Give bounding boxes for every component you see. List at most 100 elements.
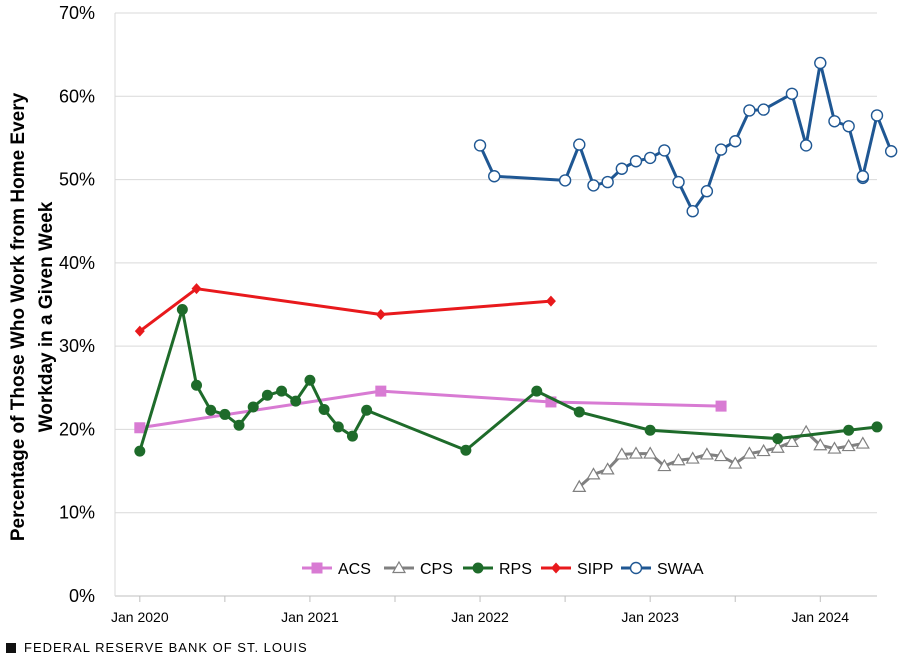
- data-point-cps: [784, 434, 799, 448]
- data-point-cps: [671, 453, 686, 466]
- data-point-rps: [460, 444, 472, 456]
- y-axis-label-line-1: Percentage of Those Who Work from Home E…: [8, 92, 29, 541]
- data-point-cps: [714, 448, 729, 462]
- legend-marker-cps: [391, 560, 407, 574]
- series-line-swaa: [478, 61, 893, 213]
- data-point-cps: [813, 438, 828, 451]
- series-sipp: [134, 283, 556, 337]
- data-point-cps: [643, 446, 658, 459]
- data-point-rps: [233, 419, 245, 431]
- data-point-rps: [843, 424, 855, 436]
- data-point-swaa: [856, 170, 870, 183]
- data-point-cps: [770, 440, 785, 453]
- legend-label-acs: ACS: [338, 561, 371, 578]
- data-point-rps: [644, 424, 656, 436]
- data-point-rps: [772, 433, 784, 445]
- data-point-cps: [756, 443, 771, 457]
- data-point-rps: [361, 404, 373, 416]
- data-point-cps: [855, 436, 870, 449]
- data-point-rps: [261, 389, 273, 401]
- series-line-acs: [139, 389, 722, 430]
- data-point-swaa: [729, 135, 742, 148]
- source-footer: FEDERAL RESERVE BANK OF ST. LOUIS: [6, 640, 308, 655]
- data-point-swaa: [686, 205, 699, 218]
- data-point-swaa: [643, 151, 657, 165]
- y-tick-label: 30%: [59, 336, 95, 356]
- data-point-swaa: [842, 120, 855, 133]
- data-point-rps: [176, 303, 188, 315]
- data-point-sipp: [191, 283, 202, 295]
- x-tick-label: Jan 2020: [111, 609, 169, 625]
- data-point-cps: [586, 467, 601, 480]
- data-point-cps: [742, 446, 757, 459]
- data-point-swaa: [828, 115, 841, 128]
- data-point-swaa: [488, 170, 501, 183]
- data-point-cps: [614, 447, 629, 460]
- data-point-rps: [134, 445, 146, 457]
- legend-label-rps: RPS: [499, 561, 532, 578]
- data-point-rps: [573, 406, 585, 418]
- legend-marker-acs: [311, 562, 323, 574]
- data-point-acs: [545, 396, 557, 408]
- data-point-swaa: [473, 139, 487, 152]
- series-line-sipp: [138, 287, 552, 333]
- x-tick-label: Jan 2023: [621, 609, 679, 625]
- y-tick-label: 70%: [59, 3, 95, 23]
- data-point-sipp: [134, 325, 145, 337]
- y-tick-label: 0%: [69, 586, 95, 606]
- data-point-rps: [318, 403, 330, 415]
- data-point-swaa: [757, 103, 770, 116]
- series-swaa: [473, 56, 898, 218]
- y-axis-ticks: 0% 10% 20% 30% 40% 50% 60% 70%: [59, 3, 95, 606]
- data-point-rps: [531, 385, 543, 397]
- data-point-cps: [600, 462, 615, 475]
- legend-label-cps: CPS: [420, 561, 453, 578]
- data-point-swaa: [629, 155, 643, 168]
- y-tick-label: 20%: [59, 419, 95, 439]
- data-point-rps: [219, 408, 231, 420]
- data-point-rps: [332, 421, 344, 433]
- data-point-swaa: [870, 109, 884, 122]
- series-cps: [572, 424, 870, 492]
- source-label: FEDERAL RESERVE BANK OF ST. LOUIS: [24, 640, 308, 655]
- data-point-cps: [685, 451, 700, 464]
- data-point-cps: [699, 447, 714, 460]
- data-point-sipp: [545, 295, 556, 307]
- data-point-acs: [375, 385, 387, 397]
- data-point-swaa: [672, 175, 685, 189]
- data-point-rps: [346, 430, 358, 442]
- data-point-cps: [657, 458, 672, 472]
- data-point-cps: [841, 438, 856, 452]
- source-square-icon: [6, 642, 16, 653]
- data-point-rps: [276, 385, 288, 397]
- legend-marker-sipp: [551, 562, 561, 574]
- data-point-swaa: [743, 104, 756, 117]
- y-tick-label: 60%: [59, 86, 95, 106]
- chart: 0% 10% 20% 30% 40% 50% 60% 70% Jan 2020 Jan 2021…: [8, 3, 898, 625]
- data-point-swaa: [658, 144, 671, 157]
- y-tick-label: 50%: [59, 170, 95, 190]
- data-point-swaa: [573, 138, 586, 151]
- data-point-swaa: [799, 139, 813, 152]
- legend-item-swaa: SWAA: [621, 561, 704, 578]
- x-tick-label: Jan 2024: [791, 609, 849, 625]
- series-acs: [134, 385, 727, 434]
- data-point-swaa: [785, 87, 799, 100]
- y-tick-label: 10%: [59, 503, 95, 523]
- legend-marker-swaa: [629, 561, 643, 575]
- series-rps: [134, 303, 883, 457]
- data-point-swaa: [700, 185, 714, 198]
- x-tick-label: Jan 2022: [451, 609, 509, 625]
- legend-item-acs: ACS: [302, 561, 371, 578]
- data-point-acs: [715, 400, 727, 412]
- series-line-rps: [138, 307, 878, 452]
- legend-marker-rps: [472, 562, 484, 574]
- legend-label-swaa: SWAA: [657, 561, 704, 578]
- y-tick-label: 40%: [59, 253, 95, 273]
- series-layer: [134, 56, 898, 492]
- data-point-acs: [134, 422, 146, 434]
- data-point-swaa: [615, 162, 629, 175]
- y-axis-label-line-2: Workday in a Given Week: [36, 201, 57, 432]
- data-point-cps: [728, 456, 743, 469]
- data-point-swaa: [884, 145, 898, 158]
